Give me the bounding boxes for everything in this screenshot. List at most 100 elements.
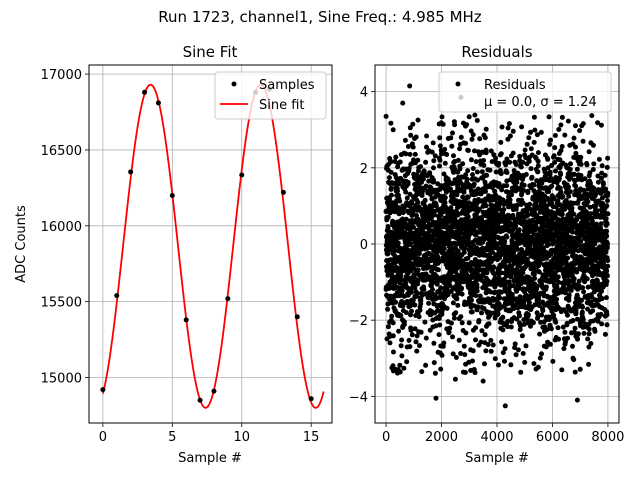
residual-point <box>534 213 540 219</box>
residual-point <box>419 369 425 375</box>
residual-point <box>483 189 488 194</box>
residual-point <box>605 211 611 217</box>
residual-point <box>524 257 530 262</box>
residual-point <box>390 333 396 339</box>
residual-point <box>397 245 403 251</box>
residual-point <box>589 113 595 119</box>
residual-point <box>543 344 549 350</box>
residuals-ticks: 0 2000 4000 6000 8000 −4 −2 0 2 4 <box>349 86 625 445</box>
residual-point <box>568 175 574 180</box>
residual-point <box>500 197 506 203</box>
residual-point <box>423 362 429 368</box>
residual-point <box>592 297 598 303</box>
residual-point <box>414 213 419 218</box>
residual-point <box>390 363 396 369</box>
sample-point <box>100 387 106 393</box>
residual-point <box>517 327 523 333</box>
residual-point <box>415 199 421 205</box>
sine-fit-ytick-label: 15000 <box>41 371 82 386</box>
residual-point <box>443 189 449 195</box>
residual-point <box>469 297 474 303</box>
residual-point <box>517 313 522 319</box>
sample-point <box>128 169 134 175</box>
residual-point <box>385 214 391 220</box>
residual-point <box>483 126 489 132</box>
residual-point <box>604 228 610 234</box>
residual-point <box>406 337 412 343</box>
residual-point <box>513 223 519 229</box>
residual-point <box>447 282 453 288</box>
residual-point <box>580 138 586 144</box>
residual-point <box>474 285 480 290</box>
residual-point <box>568 161 573 167</box>
residual-point <box>603 295 609 301</box>
residual-point <box>539 351 544 357</box>
residuals-xlabel: Sample # <box>465 451 529 466</box>
residual-point <box>570 343 575 349</box>
residual-point <box>559 261 565 267</box>
residual-point <box>430 140 436 146</box>
residual-point <box>391 349 396 355</box>
residual-point <box>561 346 567 352</box>
residual-point <box>449 143 455 149</box>
residual-point <box>531 361 537 367</box>
residual-point <box>504 234 510 240</box>
residual-point <box>495 311 501 317</box>
residual-point <box>557 157 563 163</box>
residual-point <box>558 122 564 128</box>
residual-point <box>431 165 436 171</box>
residual-point <box>510 150 516 156</box>
legend-residuals-label: Residuals <box>484 78 546 93</box>
residual-point <box>473 337 478 343</box>
residual-point <box>413 134 419 140</box>
residual-point <box>510 212 516 218</box>
residual-point <box>504 170 510 175</box>
residual-point <box>387 340 393 346</box>
residual-point <box>479 169 485 175</box>
residual-point <box>559 144 565 149</box>
sine-fit-xtick-label: 5 <box>168 430 176 445</box>
residual-point <box>397 362 403 368</box>
residual-point <box>604 164 610 170</box>
residual-point <box>452 122 458 128</box>
residual-point <box>437 135 443 141</box>
residual-point <box>439 352 445 358</box>
residual-point <box>573 150 579 156</box>
residual-outlier-point <box>433 395 439 401</box>
residual-point <box>482 332 488 338</box>
residual-point <box>502 346 508 352</box>
residual-point <box>531 139 537 145</box>
legend-residuals-stats: μ = 0.0, σ = 1.24 <box>484 95 597 110</box>
residual-point <box>513 183 518 189</box>
residual-point <box>559 367 565 373</box>
residual-point <box>437 157 443 163</box>
residual-point <box>576 278 582 284</box>
residual-point <box>457 146 463 152</box>
residual-point <box>526 158 532 164</box>
residual-point <box>540 204 546 210</box>
residual-point <box>550 297 556 303</box>
residual-point <box>575 336 580 342</box>
residual-point <box>598 311 604 317</box>
residual-point <box>553 319 559 325</box>
residual-point <box>442 160 448 166</box>
residual-point <box>554 296 560 302</box>
residual-point <box>448 320 454 326</box>
residual-point <box>528 166 534 172</box>
residual-point <box>537 355 543 361</box>
residual-point <box>566 278 572 283</box>
sample-point <box>239 172 245 178</box>
residual-point <box>566 193 572 199</box>
residual-point <box>566 292 572 298</box>
residual-point <box>441 340 447 346</box>
residual-point <box>507 220 513 226</box>
residual-point <box>418 164 424 170</box>
residual-point <box>472 148 477 154</box>
residual-point <box>587 204 593 210</box>
residual-point <box>485 266 491 272</box>
residual-point <box>440 121 446 127</box>
residual-point <box>435 267 441 273</box>
legend-samples-marker <box>231 81 237 87</box>
residual-point <box>496 160 502 166</box>
